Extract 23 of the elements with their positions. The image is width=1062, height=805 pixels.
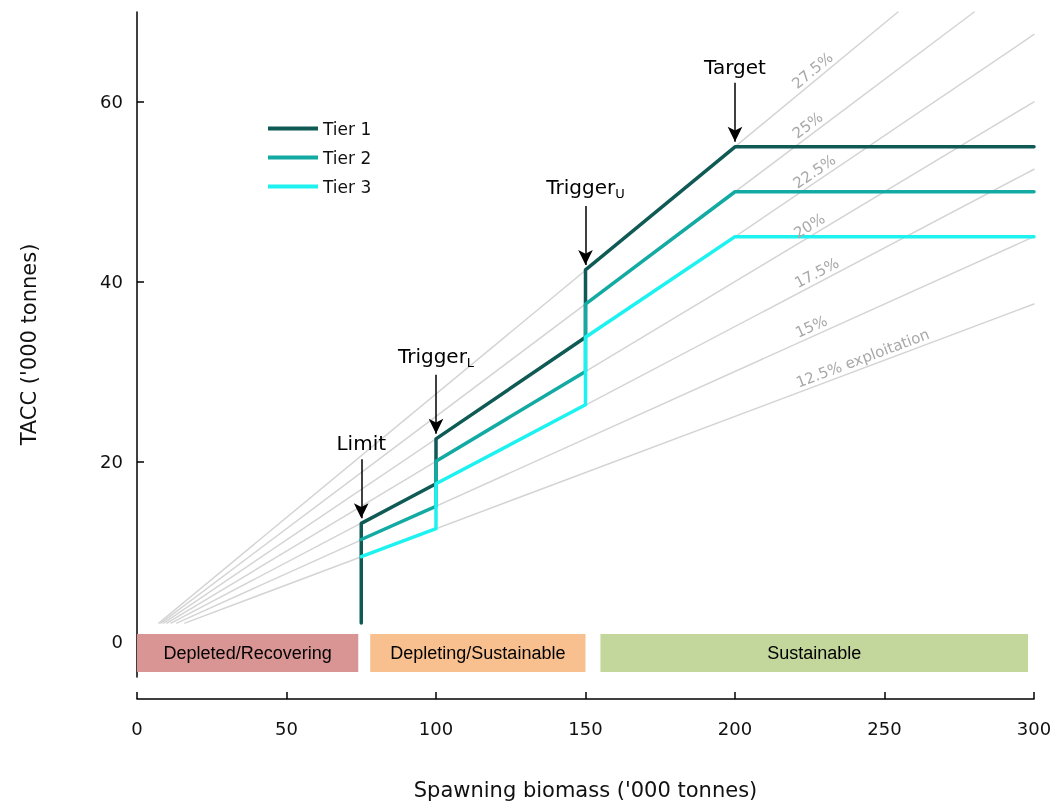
text: 20% [790,209,829,243]
x-tick-label: 0 [131,717,143,739]
text: 15% [792,311,831,342]
y-tick-label: 40 [100,271,123,293]
legend-label: Tier 2 [322,147,372,168]
x-tick-label: 200 [717,717,753,739]
legend-label: Tier 3 [322,176,372,197]
x-tick-label: 250 [867,717,902,739]
annotation: Limit [336,431,387,456]
x-tick-label: 150 [568,717,603,739]
x-tick-label: 100 [418,717,454,739]
band-label: Depleted/Recovering [163,643,332,664]
band-label: Depleting/Sustainable [390,643,566,664]
band-label: Sustainable [767,643,862,664]
y-tick-label: 0 [111,630,123,652]
x-tick-label: 50 [275,717,298,739]
y-tick-label: 60 [100,91,123,113]
y-axis-title: TACC ('000 tonnes) [16,243,41,447]
legend-label: Tier 1 [322,118,372,139]
y-tick-label: 20 [100,450,123,472]
annotation: Target [703,54,767,79]
x-tick-label: 300 [1016,717,1052,739]
x-axis-title: Spawning biomass ('000 tonnes) [413,777,758,802]
